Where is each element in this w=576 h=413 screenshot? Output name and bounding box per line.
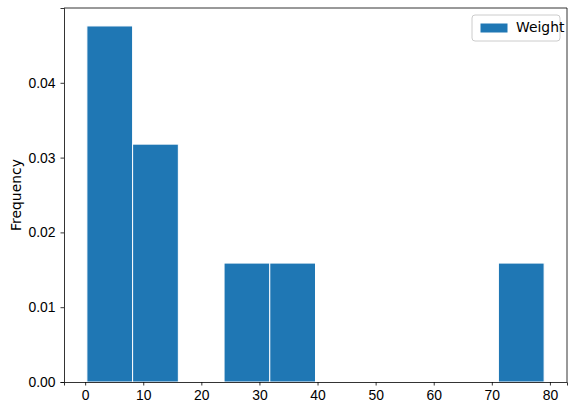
x-axis: 0 10 20 30 40 50 60 70 80 (65, 382, 568, 403)
chart: 0 10 20 30 40 50 60 70 80 0.00 0.01 0.02 0.03 0.04 Wei… (0, 0, 576, 413)
y-tick-label: 0.03 (28, 150, 55, 166)
legend: Weight (472, 15, 565, 41)
x-tick: 20 (194, 382, 210, 403)
histogram-bar (133, 144, 179, 382)
histogram-bar (87, 26, 133, 382)
histogram-bar (498, 263, 544, 382)
right-spine (567, 8, 568, 382)
x-tick-mark (259, 382, 260, 386)
x-tick-label: 20 (194, 387, 210, 403)
legend-swatch (480, 23, 508, 33)
x-tick-mark (201, 382, 202, 386)
y-tick-label: 0.02 (28, 224, 55, 240)
x-tick: 10 (136, 382, 152, 403)
histogram-bar (224, 263, 270, 382)
histogram-bar (316, 382, 362, 383)
histogram-bar (407, 382, 453, 383)
x-tick-label: 40 (310, 387, 326, 403)
histogram-bar (178, 382, 224, 383)
x-tick-mark (550, 382, 551, 386)
y-tick: 0.00 (28, 374, 64, 390)
y-tick: 0.03 (28, 150, 64, 166)
plot: 0 10 20 30 40 50 60 70 80 0.00 0.01 0.02 0.03 0.04 Wei… (28, 8, 567, 403)
y-tick-mark (61, 158, 65, 159)
y-tick-label: 0.00 (28, 374, 55, 390)
x-tick-mark (318, 382, 319, 386)
x-tick: 50 (368, 382, 384, 403)
x-tick-label: 10 (136, 387, 152, 403)
x-tick-mark (143, 382, 144, 386)
y-tick: 0.04 (28, 75, 64, 91)
y-tick-mark (61, 307, 65, 308)
x-tick-label: 60 (426, 387, 442, 403)
x-tick-label: 70 (485, 387, 501, 403)
y-tick: 0.02 (28, 224, 64, 240)
y-axis: 0.00 0.01 0.02 0.03 0.04 (28, 9, 64, 390)
x-tick: 0 (82, 382, 90, 403)
bars (87, 26, 544, 382)
x-tick-label: 80 (543, 387, 559, 403)
y-tick: 0.01 (28, 299, 64, 315)
y-tick-mark (61, 382, 65, 383)
x-tick-label: 0 (82, 387, 90, 403)
histogram-bar (453, 382, 499, 383)
top-spine (64, 8, 567, 9)
x-tick-mark (434, 382, 435, 386)
x-tick: 80 (543, 382, 559, 403)
histogram-bar (361, 382, 407, 383)
x-tick: 60 (426, 382, 442, 403)
y-axis-title: Frequency (8, 159, 24, 231)
x-axis-line (65, 383, 568, 386)
x-tick-label: 30 (252, 387, 268, 403)
x-tick-mark (85, 382, 86, 386)
y-tick-label: 0.04 (28, 75, 55, 91)
histogram-bar (270, 263, 316, 382)
x-tick-mark (492, 382, 493, 386)
x-tick: 40 (310, 382, 326, 403)
x-tick-label: 50 (368, 387, 384, 403)
x-tick: 70 (485, 382, 501, 403)
y-axis-line (61, 9, 65, 383)
y-tick-mark (61, 232, 65, 233)
y-tick-label: 0.01 (28, 299, 55, 315)
y-tick-mark (61, 83, 65, 84)
x-tick: 30 (252, 382, 268, 403)
x-tick-mark (376, 382, 377, 386)
legend-label: Weight (516, 19, 565, 35)
